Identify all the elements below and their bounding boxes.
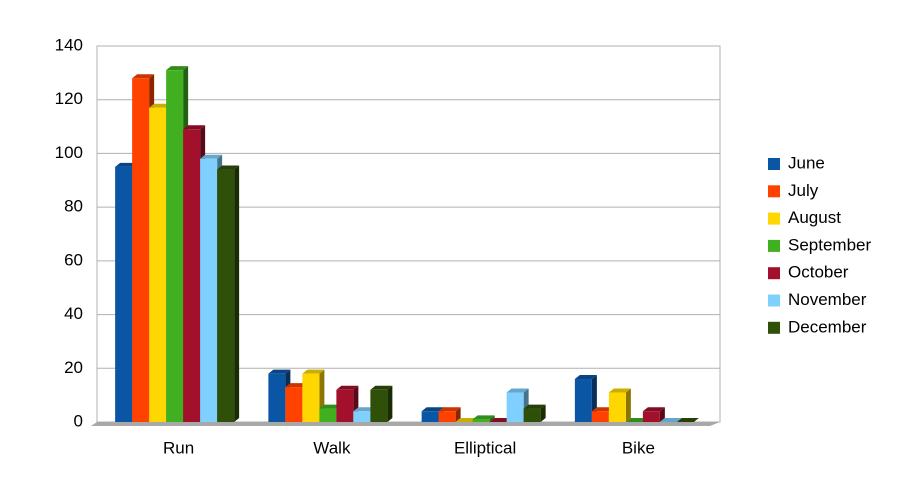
x-tick-label: Bike (622, 438, 655, 457)
bar (642, 407, 665, 422)
bar-front (200, 158, 218, 423)
bar-top (353, 407, 376, 412)
bar-front (438, 411, 456, 422)
legend-swatch (768, 239, 780, 252)
bar-top (132, 74, 155, 79)
bar-side (540, 404, 546, 422)
y-tick-label: 0 (74, 411, 83, 430)
bar-front (166, 70, 184, 423)
bar (676, 418, 699, 422)
bar-front (370, 389, 388, 422)
bar-front (421, 411, 439, 422)
bar (455, 418, 478, 422)
bar-front (591, 411, 609, 422)
bar (370, 385, 393, 422)
bar-front (115, 166, 133, 422)
bar-top (302, 369, 325, 374)
bar (608, 388, 631, 422)
bar-top (574, 375, 597, 380)
bar-top (472, 415, 495, 420)
bar-top (285, 383, 308, 388)
bar (438, 407, 461, 422)
legend-swatch (768, 185, 780, 198)
legend-label: June (788, 153, 825, 172)
bar-top (489, 418, 512, 422)
bar-front (302, 373, 320, 422)
legend-label: November (788, 290, 867, 309)
bar-side (387, 385, 393, 422)
bar-top (115, 162, 138, 167)
bar-top (608, 388, 631, 393)
bar-top (217, 165, 240, 170)
bar-side (234, 165, 240, 423)
bar-top (676, 418, 699, 422)
bar-front (353, 411, 371, 422)
legend-label: October (788, 263, 849, 282)
bar-front (574, 379, 592, 422)
bar-top (149, 103, 172, 108)
x-tick-label: Elliptical (454, 438, 516, 457)
bar-front (149, 107, 167, 423)
bar-front (217, 169, 235, 422)
bar (489, 418, 512, 422)
bar-front (472, 419, 490, 422)
legend-label: August (788, 208, 841, 227)
bar-top (523, 404, 546, 409)
x-tick-label: Run (163, 438, 194, 457)
bar-side (455, 407, 461, 422)
bar-front (523, 408, 541, 422)
bar-top (421, 407, 444, 412)
floor (91, 422, 720, 426)
x-tick-label: Walk (313, 438, 351, 457)
bar-top (336, 385, 359, 390)
bar (523, 404, 546, 422)
bar-front (183, 129, 201, 422)
bar (472, 415, 495, 422)
y-tick-label: 40 (64, 304, 83, 323)
legend-label: July (788, 181, 819, 200)
bar (625, 418, 648, 422)
bar-top (642, 407, 665, 412)
bar-front (268, 373, 286, 422)
bar-top (183, 125, 206, 130)
bar-top (455, 418, 478, 422)
bar-front (132, 78, 150, 422)
bar-side (625, 388, 631, 422)
bar-top (591, 407, 614, 412)
bar (217, 165, 240, 423)
y-tick-label: 100 (55, 143, 83, 162)
y-tick-label: 140 (55, 35, 83, 54)
y-tick-label: 20 (64, 358, 83, 377)
y-tick-label: 80 (64, 197, 83, 216)
bar-side (489, 415, 495, 422)
bar-top (319, 404, 342, 409)
legend-swatch (768, 321, 780, 334)
bar-top (625, 418, 648, 422)
bar-front (506, 392, 524, 422)
y-tick-label: 120 (55, 89, 83, 108)
legend-label: December (788, 317, 867, 336)
legend-swatch (768, 294, 780, 307)
bar-top (268, 369, 291, 374)
bar-top (370, 385, 393, 390)
bar (659, 418, 682, 422)
bar-top (438, 407, 461, 412)
bar-front (285, 387, 303, 422)
bar-front (319, 408, 337, 422)
bar-top (200, 154, 223, 159)
legend-swatch (768, 212, 780, 225)
bar-side (659, 407, 665, 422)
bar-front (336, 389, 354, 422)
bar-top (659, 418, 682, 422)
bar-front (608, 392, 626, 422)
bar-top (506, 388, 529, 393)
bar-front (642, 411, 660, 422)
bar-top (166, 66, 189, 71)
y-tick-label: 60 (64, 250, 83, 269)
legend-swatch (768, 267, 780, 280)
legend-label: September (788, 235, 871, 254)
legend-swatch (768, 158, 780, 170)
